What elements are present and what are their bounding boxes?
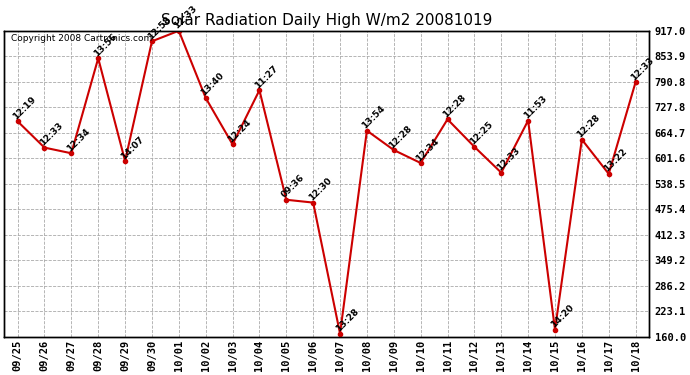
Text: 12:28: 12:28 [441, 93, 468, 119]
Text: 11:53: 11:53 [522, 94, 549, 120]
Text: 12:34: 12:34 [65, 127, 92, 153]
Text: 14:07: 14:07 [119, 134, 146, 161]
Text: 14:20: 14:20 [549, 303, 575, 330]
Text: 09:36: 09:36 [280, 173, 306, 200]
Text: 12:25: 12:25 [468, 120, 495, 147]
Text: 13:56: 13:56 [92, 32, 119, 58]
Text: 12:34: 12:34 [414, 136, 441, 163]
Text: 12:30: 12:30 [307, 176, 333, 203]
Text: 13:22: 13:22 [602, 147, 629, 174]
Text: 13:54: 13:54 [361, 104, 387, 130]
Text: 12:24: 12:24 [226, 118, 253, 144]
Text: 12:33: 12:33 [629, 56, 655, 82]
Text: 11:27: 11:27 [253, 63, 279, 90]
Text: 12:33: 12:33 [172, 4, 199, 31]
Text: 13:28: 13:28 [334, 307, 360, 334]
Text: 12:33: 12:33 [495, 146, 522, 172]
Text: 12:33: 12:33 [38, 121, 65, 148]
Title: Solar Radiation Daily High W/m2 20081019: Solar Radiation Daily High W/m2 20081019 [161, 13, 492, 28]
Text: 12:28: 12:28 [575, 113, 602, 140]
Text: 12:58: 12:58 [146, 15, 172, 41]
Text: 13:40: 13:40 [199, 71, 226, 98]
Text: Copyright 2008 Cartronics.com: Copyright 2008 Cartronics.com [10, 34, 152, 43]
Text: 12:28: 12:28 [387, 123, 414, 150]
Text: 12:19: 12:19 [11, 94, 38, 122]
